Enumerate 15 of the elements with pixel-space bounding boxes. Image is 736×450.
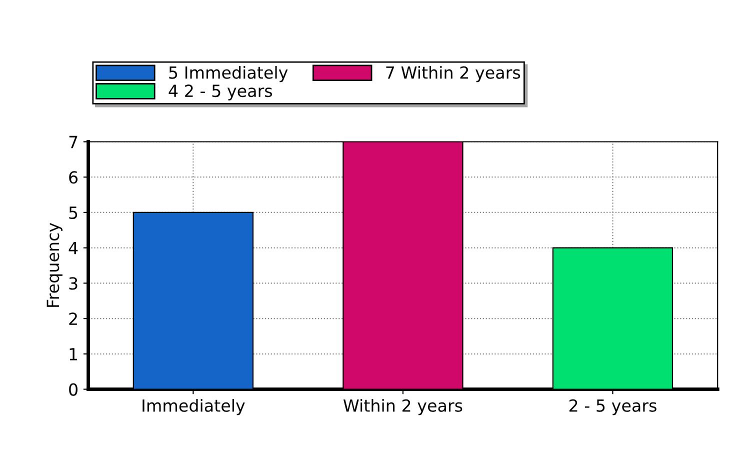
legend-label: 4 2 - 5 years [168, 84, 272, 100]
y-tick-label: 2 [69, 312, 77, 325]
y-tick-label: 1 [70, 348, 78, 360]
y-axis-title: Frequency [46, 222, 62, 307]
x-tick-label: Immediately [142, 398, 245, 416]
y-tick-label: 6 [69, 171, 78, 184]
y-tick-label: 4 [68, 242, 78, 254]
y-tick-label: 7 [69, 136, 78, 148]
x-tick-label: Within 2 years [343, 398, 462, 416]
legend-label: 5 Immediately [169, 66, 288, 82]
x-tick-label: 2 - 5 years [569, 399, 656, 416]
y-tick-label: 0 [69, 383, 78, 396]
y-tick-label: 5 [69, 206, 78, 220]
y-tick-label: 3 [69, 277, 78, 290]
legend-label: 7 Within 2 years [386, 66, 520, 82]
